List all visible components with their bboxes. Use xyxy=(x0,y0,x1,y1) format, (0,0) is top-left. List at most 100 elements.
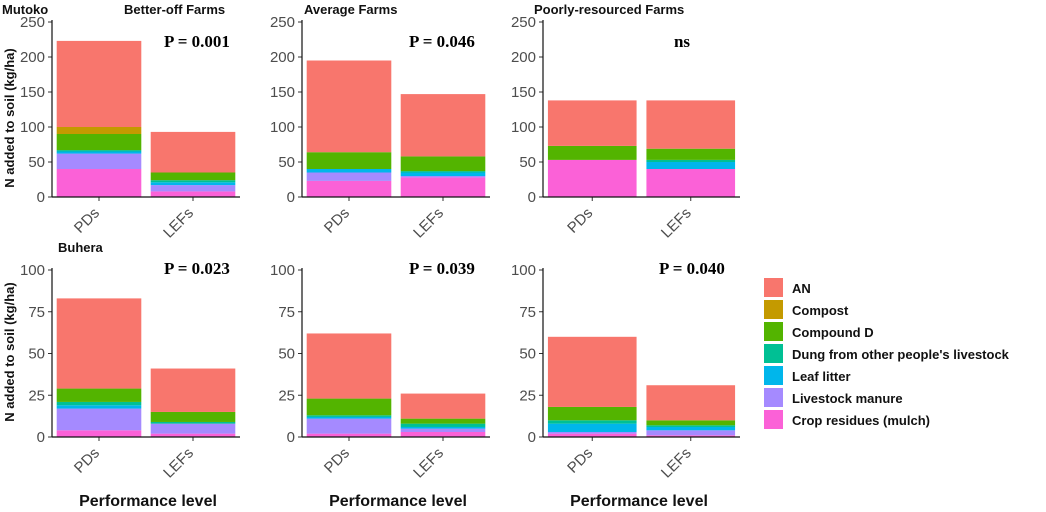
bar-pds-dung-from-other-people-s-livestock xyxy=(547,420,637,424)
bar-pds-dung-from-other-people-s-livestock xyxy=(56,401,142,406)
legend-item-an: AN xyxy=(764,278,811,297)
x-tick-label-lefs: LEFs xyxy=(410,445,447,482)
y-axis-label-bottom: N added to soil (kg/ha) xyxy=(2,282,17,421)
bar-lefs-an xyxy=(150,131,236,173)
y-tick-label: 75 xyxy=(28,304,45,321)
bar-lefs-crop-residues-mulch xyxy=(400,177,486,197)
x-axis-label-1: Performance level xyxy=(79,493,217,510)
legend: AN Compost Compound D Dung from other peopl… xyxy=(764,278,1010,429)
legend-swatch xyxy=(764,322,783,341)
y-tick-label: 250 xyxy=(511,14,536,31)
bar-pds-dung-from-other-people-s-livestock xyxy=(56,150,142,152)
bar-lefs-an xyxy=(646,100,736,149)
y-tick-label: 50 xyxy=(278,346,295,363)
bar-pds-livestock-manure xyxy=(56,153,142,169)
bar-lefs-crop-residues-mulch xyxy=(400,431,486,437)
x-tick-label-pds: PDs xyxy=(564,205,596,237)
bar-lefs-crop-residues-mulch xyxy=(646,435,736,437)
bar-lefs-dung-from-other-people-s-livestock xyxy=(646,425,736,427)
bar-pds-crop-residues-mulch xyxy=(547,433,637,437)
bar-pds-an xyxy=(306,60,392,153)
legend-item-compost: Compost xyxy=(764,300,849,319)
y-tick-label: 0 xyxy=(287,429,295,446)
legend-label: Crop residues (mulch) xyxy=(792,413,930,428)
legend-label: Compost xyxy=(792,303,849,318)
legend-item-leaf-litter: Leaf litter xyxy=(764,366,851,385)
y-tick-label: 0 xyxy=(528,429,536,446)
y-tick-label: 0 xyxy=(37,189,45,206)
x-tick-label-pds: PDs xyxy=(321,205,353,237)
bar-lefs-leaf-litter xyxy=(646,426,736,431)
bar-lefs-leaf-litter xyxy=(646,162,736,169)
bar-pds-compound-d xyxy=(547,145,637,160)
bar-pds-leaf-litter xyxy=(547,423,637,432)
y-tick-label: 150 xyxy=(270,84,295,101)
bar-pds-an xyxy=(306,333,392,399)
bar-lefs-leaf-litter xyxy=(400,172,486,176)
legend-label: AN xyxy=(792,281,811,296)
y-tick-label: 200 xyxy=(511,49,536,66)
y-tick-label: 250 xyxy=(270,14,295,31)
y-tick-label: 50 xyxy=(278,154,295,171)
panel-2: Average Farms 0 50 100 150 200 250 PDs LEFs P = 0… xyxy=(270,2,490,241)
bar-lefs-livestock-manure xyxy=(400,176,486,178)
bar-pds-leaf-litter xyxy=(306,416,392,419)
bar-lefs-an xyxy=(646,385,736,421)
bar-lefs-livestock-manure xyxy=(400,428,486,432)
x-tick-label-pds: PDs xyxy=(564,445,596,477)
bar-lefs-dung-from-other-people-s-livestock xyxy=(400,171,486,173)
panel-title: Better-off Farms xyxy=(124,2,225,17)
bar-lefs-dung-from-other-people-s-livestock xyxy=(400,423,486,427)
x-tick-label-pds: PDs xyxy=(321,445,353,477)
bar-pds-crop-residues-mulch xyxy=(547,159,637,197)
x-tick-label-lefs: LEFs xyxy=(410,205,447,242)
bar-lefs-livestock-manure xyxy=(150,185,236,192)
bar-lefs-dung-from-other-people-s-livestock xyxy=(150,180,236,183)
bar-lefs-dung-from-other-people-s-livestock xyxy=(646,159,736,162)
row-label: Mutoko xyxy=(2,2,48,17)
bar-lefs-leaf-litter xyxy=(400,426,486,429)
legend-label: Compound D xyxy=(792,325,874,340)
row-label: Buhera xyxy=(58,240,104,255)
y-tick-label: 0 xyxy=(528,189,536,206)
bar-pds-an xyxy=(56,298,142,389)
legend-label: Dung from other people's livestock xyxy=(792,347,1010,362)
bar-pds-leaf-litter xyxy=(56,405,142,409)
legend-item-compound-d: Compound D xyxy=(764,322,874,341)
bar-pds-compost xyxy=(56,127,142,134)
bar-pds-compound-d xyxy=(306,152,392,169)
bar-pds-an xyxy=(547,336,637,407)
y-tick-label: 25 xyxy=(28,387,45,404)
p-value-annotation: P = 0.040 xyxy=(659,259,725,278)
bar-pds-an xyxy=(56,40,142,127)
bar-lefs-compound-d xyxy=(400,418,486,424)
bar-pds-dung-from-other-people-s-livestock xyxy=(306,415,392,417)
bar-pds-compound-d xyxy=(547,406,637,421)
x-tick-label-pds: PDs xyxy=(71,205,103,237)
x-axis-label-2: Performance level xyxy=(329,493,467,510)
panel-4: Buhera 0 25 50 75 100 PDs LEFs P = 0.023 xyxy=(20,240,240,481)
legend-item-livestock-manure: Livestock manure xyxy=(764,388,903,407)
bar-pds-crop-residues-mulch xyxy=(56,169,142,197)
legend-label: Leaf litter xyxy=(792,369,851,384)
panel-5: 0 25 50 75 100 PDs LEFs P = 0.039 xyxy=(270,259,490,481)
bar-pds-livestock-manure xyxy=(547,431,637,434)
bar-pds-livestock-manure xyxy=(306,172,392,181)
y-tick-label: 50 xyxy=(519,154,536,171)
bar-lefs-compound-d xyxy=(646,420,736,426)
panel-6: 0 25 50 75 100 PDs LEFs P = 0.040 xyxy=(511,259,740,481)
x-tick-label-lefs: LEFs xyxy=(160,205,197,242)
y-tick-label: 50 xyxy=(28,154,45,171)
legend-item-dung-from-other-people-s-livestock: Dung from other people's livestock xyxy=(764,344,1010,363)
y-tick-label: 150 xyxy=(20,84,45,101)
y-tick-label: 50 xyxy=(519,346,536,363)
bar-pds-compound-d xyxy=(56,134,142,151)
bar-lefs-crop-residues-mulch xyxy=(646,169,736,197)
bar-pds-compound-d xyxy=(56,388,142,402)
y-tick-label: 0 xyxy=(37,429,45,446)
panel-3: Poorly-resourced Farms 0 50 100 150 200 250 PDs… xyxy=(511,2,740,241)
bar-lefs-compound-d xyxy=(400,156,486,172)
bar-lefs-compound-d xyxy=(150,172,236,181)
p-value-annotation: P = 0.001 xyxy=(164,32,230,51)
bar-lefs-an xyxy=(150,368,236,412)
